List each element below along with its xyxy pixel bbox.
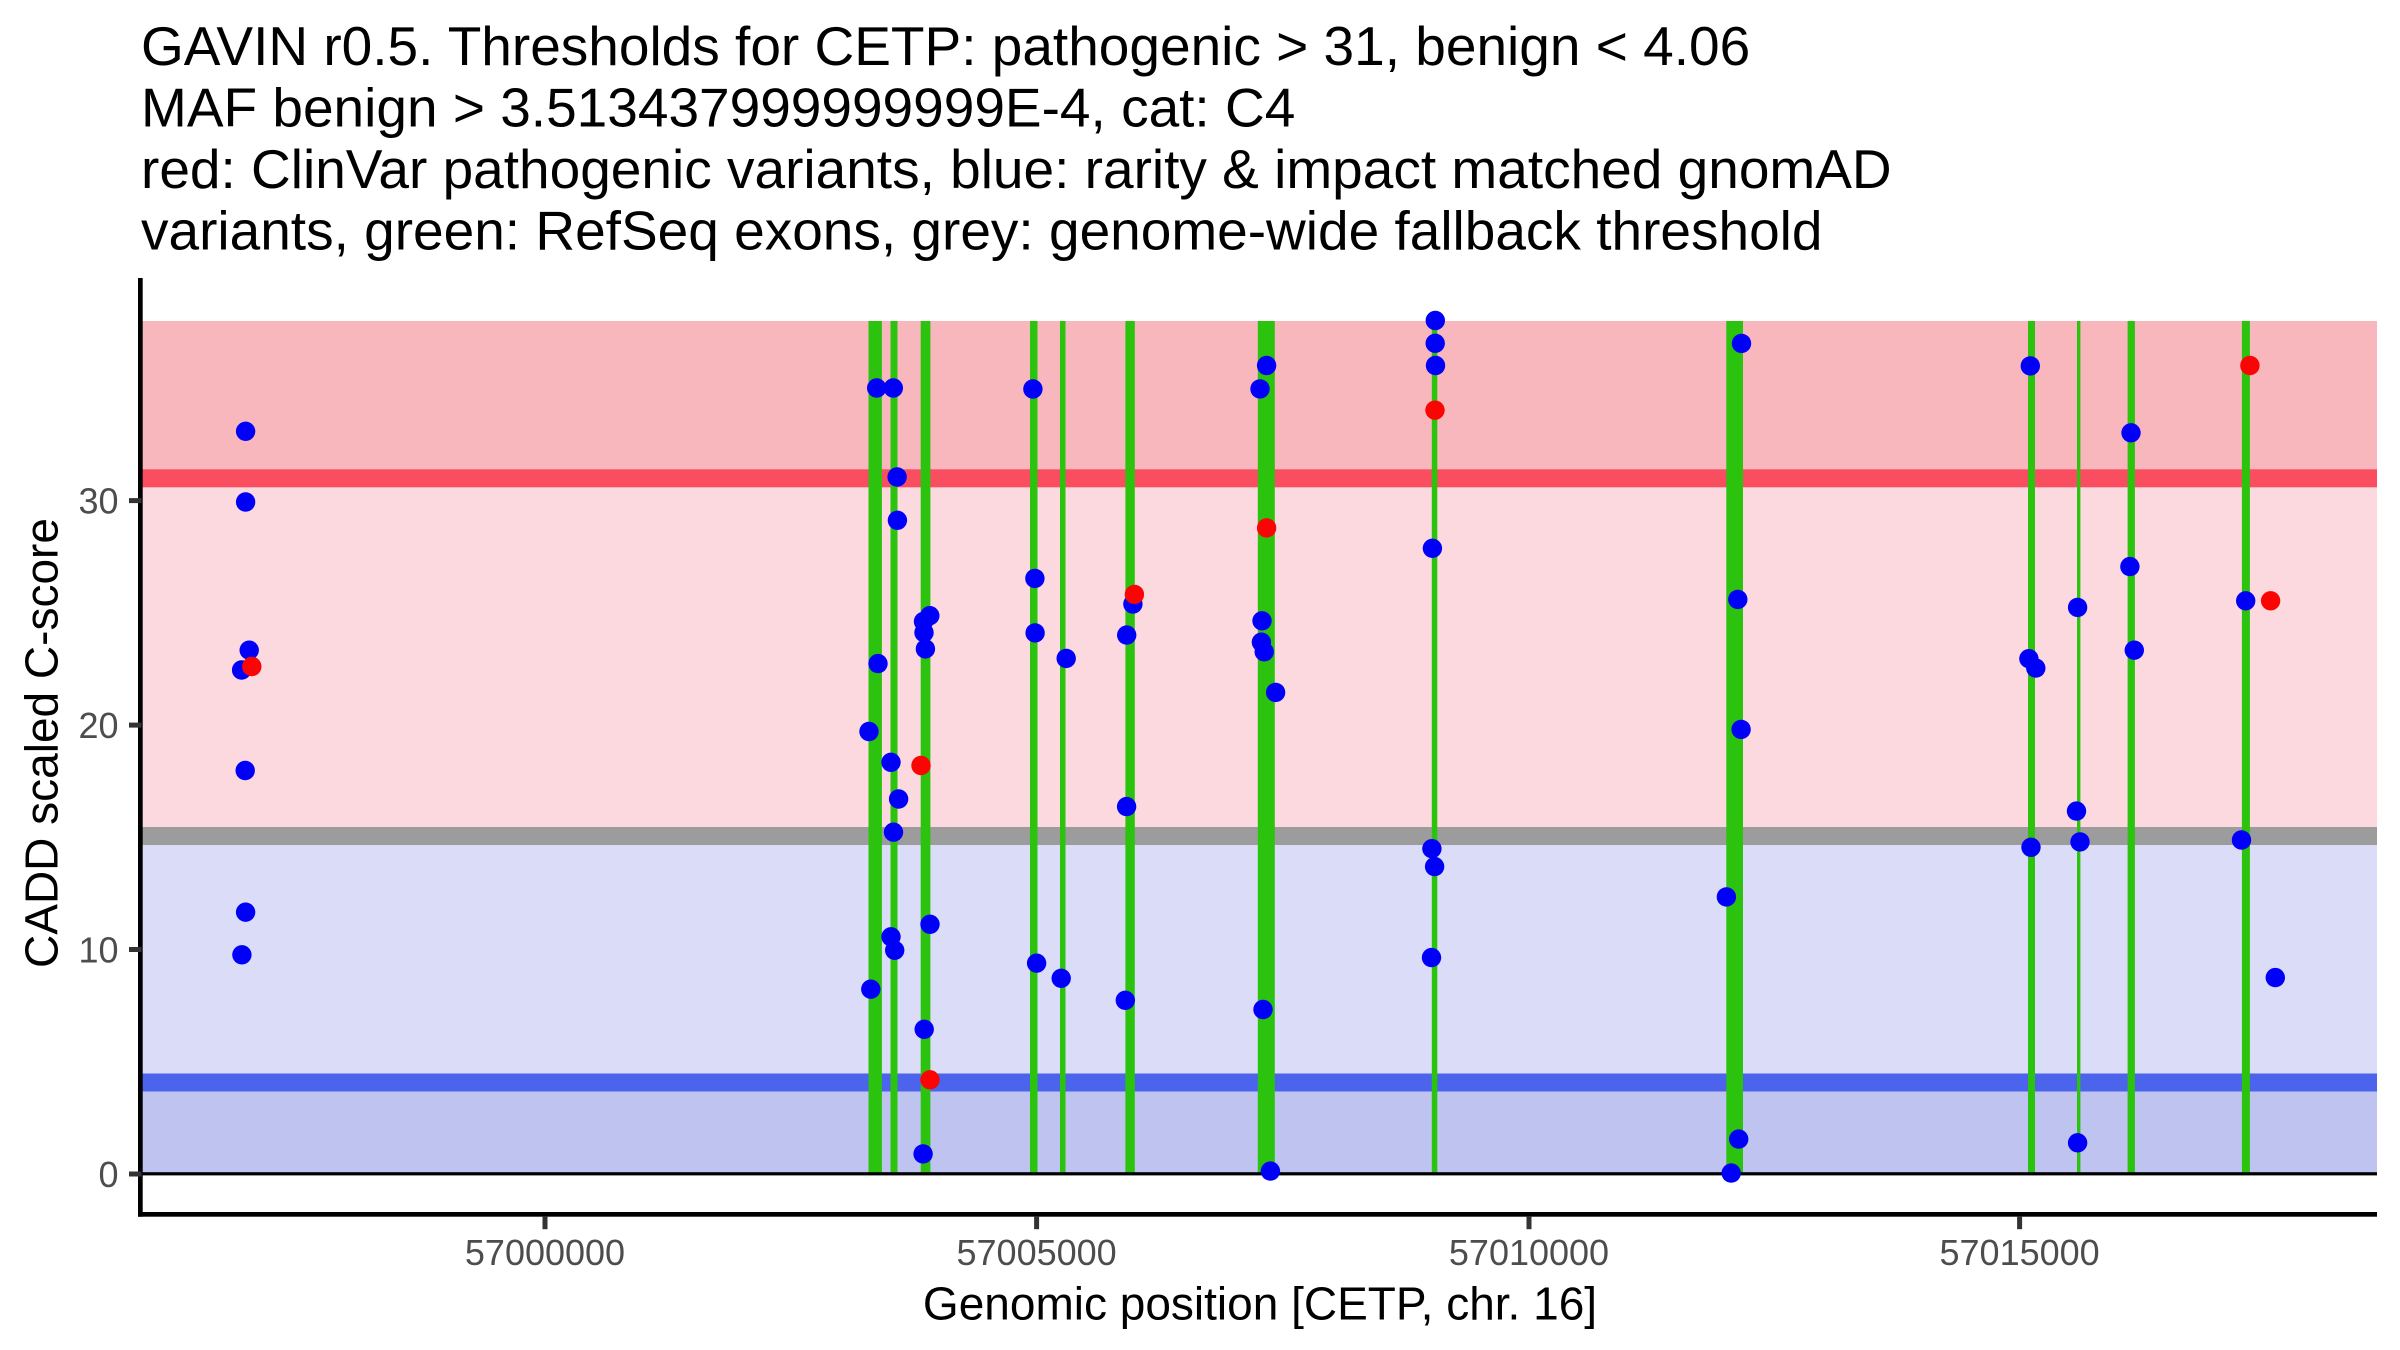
svg-text:GAVIN r0.5. Thresholds for CET: GAVIN r0.5. Thresholds for CETP: pathoge… [141, 15, 1750, 77]
svg-text:10: 10 [78, 930, 118, 971]
svg-text:MAF benign > 3.513437999999999: MAF benign > 3.513437999999999E-4, cat: … [141, 77, 1295, 139]
svg-text:0: 0 [98, 1154, 118, 1195]
svg-text:CADD scaled C-score: CADD scaled C-score [16, 518, 68, 968]
svg-text:30: 30 [78, 481, 118, 522]
svg-text:20: 20 [78, 705, 118, 746]
svg-text:57000000: 57000000 [465, 1232, 625, 1273]
svg-text:red: ClinVar pathogenic varian: red: ClinVar pathogenic variants, blue: … [141, 138, 1892, 200]
svg-text:57010000: 57010000 [1449, 1232, 1609, 1273]
svg-text:57005000: 57005000 [957, 1232, 1117, 1273]
svg-text:57015000: 57015000 [1940, 1232, 2100, 1273]
svg-text:variants, green: RefSeq exons,: variants, green: RefSeq exons, grey: gen… [141, 200, 1822, 262]
svg-text:Genomic position [CETP, chr. 1: Genomic position [CETP, chr. 16] [923, 1278, 1597, 1330]
